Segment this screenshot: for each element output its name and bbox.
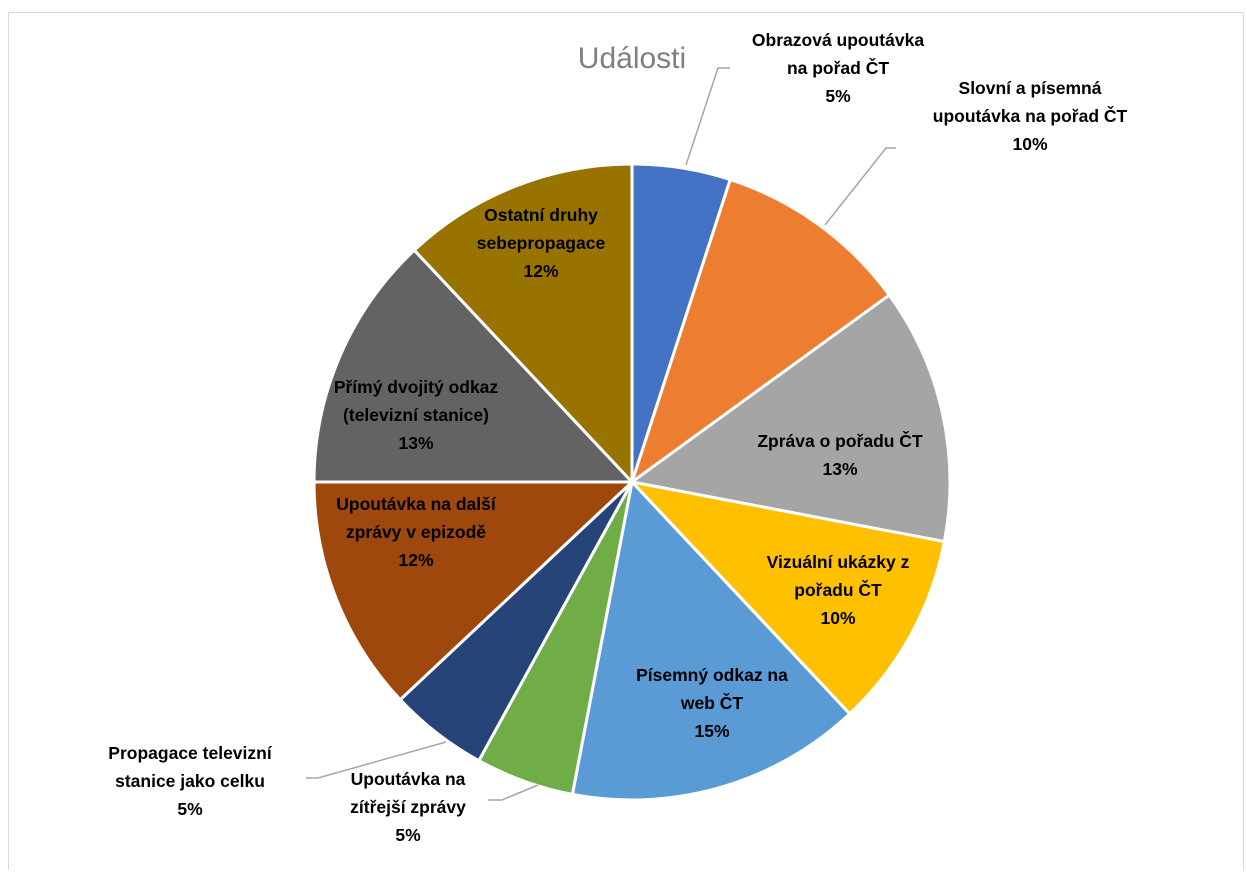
slice-label-8: Upoutávka na další zprávy v epizodě 12% (336, 494, 497, 570)
slice-label-5: Písemný odkaz na web ČT 15% (636, 665, 788, 741)
pie-slice-9 (312, 248, 636, 484)
slice-label-6: Upoutávka na zítřejší zprávy 5% (350, 769, 466, 845)
slice-label-3: Zpráva o pořadu ČT 13% (757, 430, 923, 479)
slice-label-4: Vizuální ukázky z pořadu ČT 10% (767, 552, 910, 628)
leader-lines (306, 67, 896, 801)
slice-label-2: Slovní a písemná upoutávka na pořad ČT 10% (933, 78, 1128, 154)
pie-slice-8 (312, 480, 636, 702)
pie-slice-10 (412, 162, 634, 486)
pie-slice-4 (627, 479, 947, 716)
pie-slice-5 (570, 478, 852, 802)
leader-line-2 (824, 147, 896, 226)
slice-label-9: Přímý dvojitý odkaz (televizní stanice) 13… (334, 377, 499, 453)
leader-line-1 (685, 67, 730, 166)
pie-slice-2 (629, 177, 892, 486)
slice-label-7: Propagace televizní stanice jako celku 5% (108, 743, 273, 819)
slice-label-10: Ostatní druhy sebepropagace 12% (477, 205, 606, 281)
chart-title: Události (578, 42, 686, 75)
slice-labels: Obrazová upoutávka na pořad ČT 5% Slovní a … (108, 30, 1127, 845)
leader-line-7 (306, 741, 447, 779)
leader-line-6 (488, 784, 539, 801)
pie-slice-3 (628, 292, 952, 544)
pie-slices (312, 162, 952, 802)
slice-label-1: Obrazová upoutávka na pořad ČT 5% (752, 30, 924, 106)
